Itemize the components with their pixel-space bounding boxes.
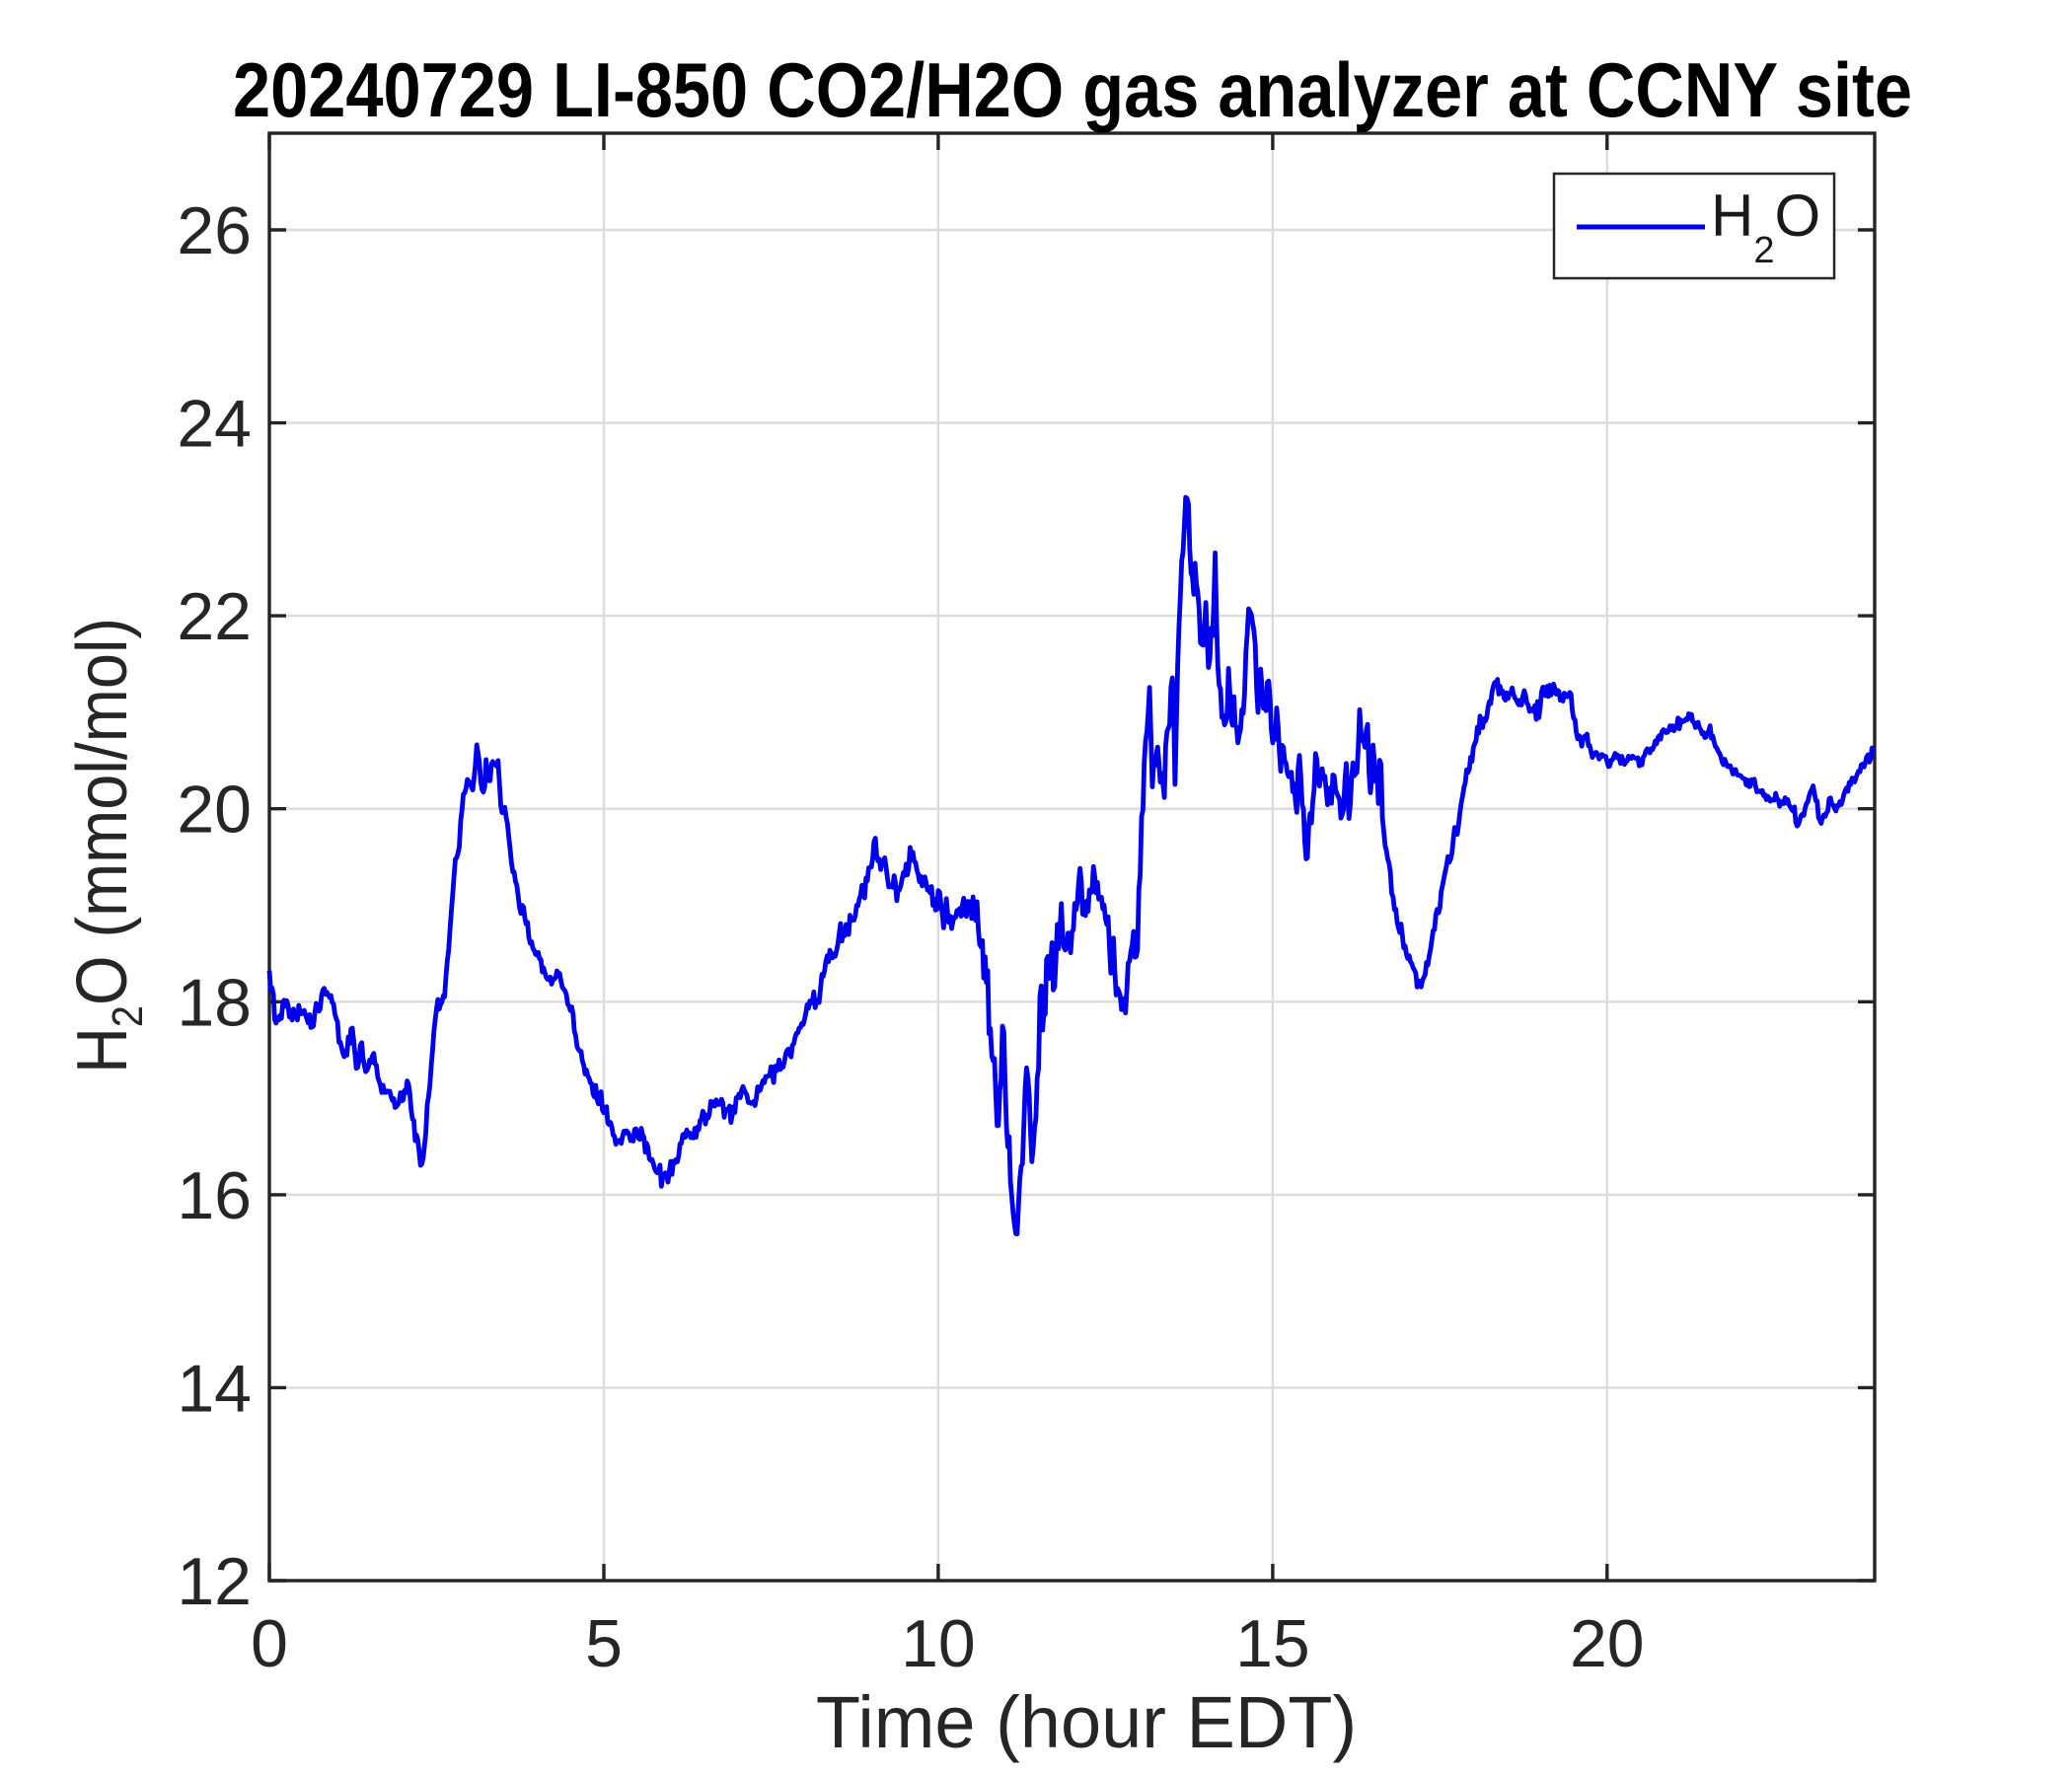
svg-text:20: 20 bbox=[177, 773, 252, 848]
svg-text:10: 10 bbox=[901, 1606, 976, 1681]
svg-text:0: 0 bbox=[251, 1606, 288, 1681]
svg-text:24: 24 bbox=[177, 387, 252, 462]
svg-text:15: 15 bbox=[1235, 1606, 1310, 1681]
svg-text:Time (hour EDT): Time (hour EDT) bbox=[816, 1681, 1357, 1763]
svg-text:26: 26 bbox=[177, 193, 252, 268]
svg-text:20: 20 bbox=[1570, 1606, 1645, 1681]
svg-text:16: 16 bbox=[177, 1158, 252, 1233]
svg-text:H2O (mmol/mol): H2O (mmol/mol) bbox=[63, 618, 152, 1073]
svg-text:12: 12 bbox=[177, 1544, 252, 1619]
svg-text:18: 18 bbox=[177, 965, 252, 1040]
svg-text:20240729 LI-850 CO2/H2O gas an: 20240729 LI-850 CO2/H2O gas analyzer at … bbox=[233, 46, 1912, 133]
svg-text:5: 5 bbox=[585, 1606, 623, 1681]
svg-text:14: 14 bbox=[177, 1351, 252, 1426]
svg-text:22: 22 bbox=[177, 579, 252, 654]
